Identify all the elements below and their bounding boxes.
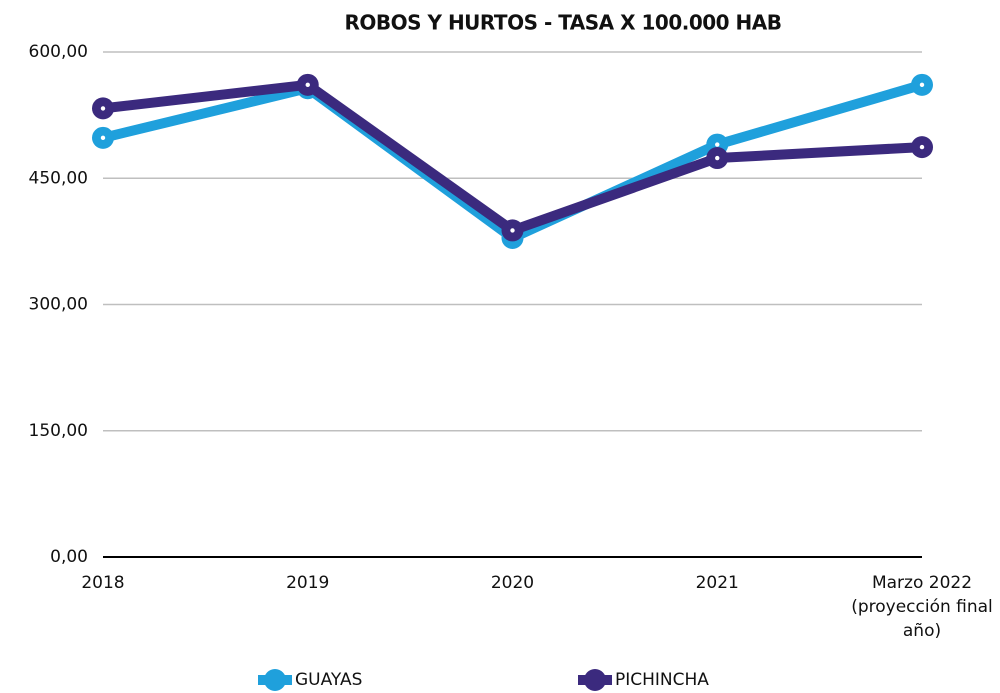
- data-point-center: [715, 142, 720, 147]
- y-tick-label: 450,00: [29, 168, 88, 188]
- data-point-center: [100, 106, 106, 111]
- legend-item: GUAYAS: [258, 669, 362, 691]
- x-tick-label: 2019: [286, 573, 329, 593]
- x-tick-label: 2020: [491, 573, 534, 593]
- data-point-center: [919, 82, 925, 88]
- data-point-center: [510, 228, 515, 233]
- data-point-center: [715, 155, 720, 161]
- data-point-center: [100, 135, 106, 141]
- data-point-center: [919, 144, 925, 150]
- legend-label: GUAYAS: [295, 670, 362, 690]
- series-line: [101, 80, 924, 244]
- legend-marker: [584, 669, 606, 691]
- y-tick-label: 150,00: [29, 421, 88, 441]
- data-point-center: [305, 82, 310, 88]
- legend-item: PICHINCHA: [578, 669, 709, 691]
- x-tick-label: 2018: [81, 573, 124, 593]
- x-tick-label: 2021: [696, 573, 739, 593]
- x-tick-label: Marzo 2022 (proyección final año): [851, 573, 993, 641]
- y-tick-label: 300,00: [29, 295, 88, 315]
- legend-label: PICHINCHA: [615, 670, 709, 690]
- legend-marker: [264, 669, 286, 691]
- y-tick-label: 0,00: [50, 547, 88, 567]
- y-tick-label: 600,00: [29, 42, 88, 62]
- chart-title: ROBOS Y HURTOS - TASA X 100.000 HAB: [344, 11, 781, 35]
